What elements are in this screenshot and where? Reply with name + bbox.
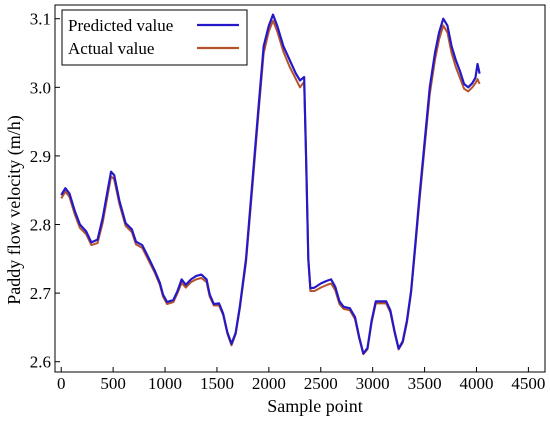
x-axis-title: Sample point: [267, 396, 363, 416]
x-tick-label: 2000: [252, 374, 286, 393]
y-axis-title: Paddy flow velocity (m/h): [4, 115, 25, 304]
x-tick-label: 500: [100, 374, 126, 393]
legend-label-actual: Actual value: [68, 39, 154, 58]
x-tick-label: 3000: [356, 374, 390, 393]
legend-label-predicted: Predicted value: [68, 16, 173, 35]
x-tick-label: 1500: [200, 374, 234, 393]
series-layer: [60, 13, 481, 356]
y-tick-label: 3.0: [30, 78, 51, 97]
legend-entry-predicted: Predicted value: [68, 16, 239, 35]
x-tick-label: 3500: [408, 374, 442, 393]
x-tick-label: 4000: [459, 374, 493, 393]
y-tick-label: 2.9: [30, 147, 51, 166]
series-line-predicted: [60, 13, 481, 355]
legend-box: [61, 9, 248, 66]
plot-frame: [54, 4, 546, 373]
y-tick-label: 2.8: [30, 216, 51, 235]
x-tick-label: 4500: [511, 374, 545, 393]
x-tick-label: 1000: [148, 374, 182, 393]
x-tick-label: 2500: [304, 374, 338, 393]
y-tick-label: 3.1: [30, 10, 51, 29]
legend-entry-actual: Actual value: [68, 39, 239, 58]
series-line-actual: [60, 19, 481, 356]
x-tick-label: 0: [57, 374, 66, 393]
axes: 0 500 1000 1500 2000 2500 3000 3500 4000 4500 2.6 2…: [30, 10, 546, 393]
legend: Predicted value Actual value: [61, 9, 248, 66]
plot-area: [54, 4, 546, 373]
y-tick-label: 2.7: [30, 284, 52, 303]
y-tick-label: 2.6: [30, 353, 51, 372]
